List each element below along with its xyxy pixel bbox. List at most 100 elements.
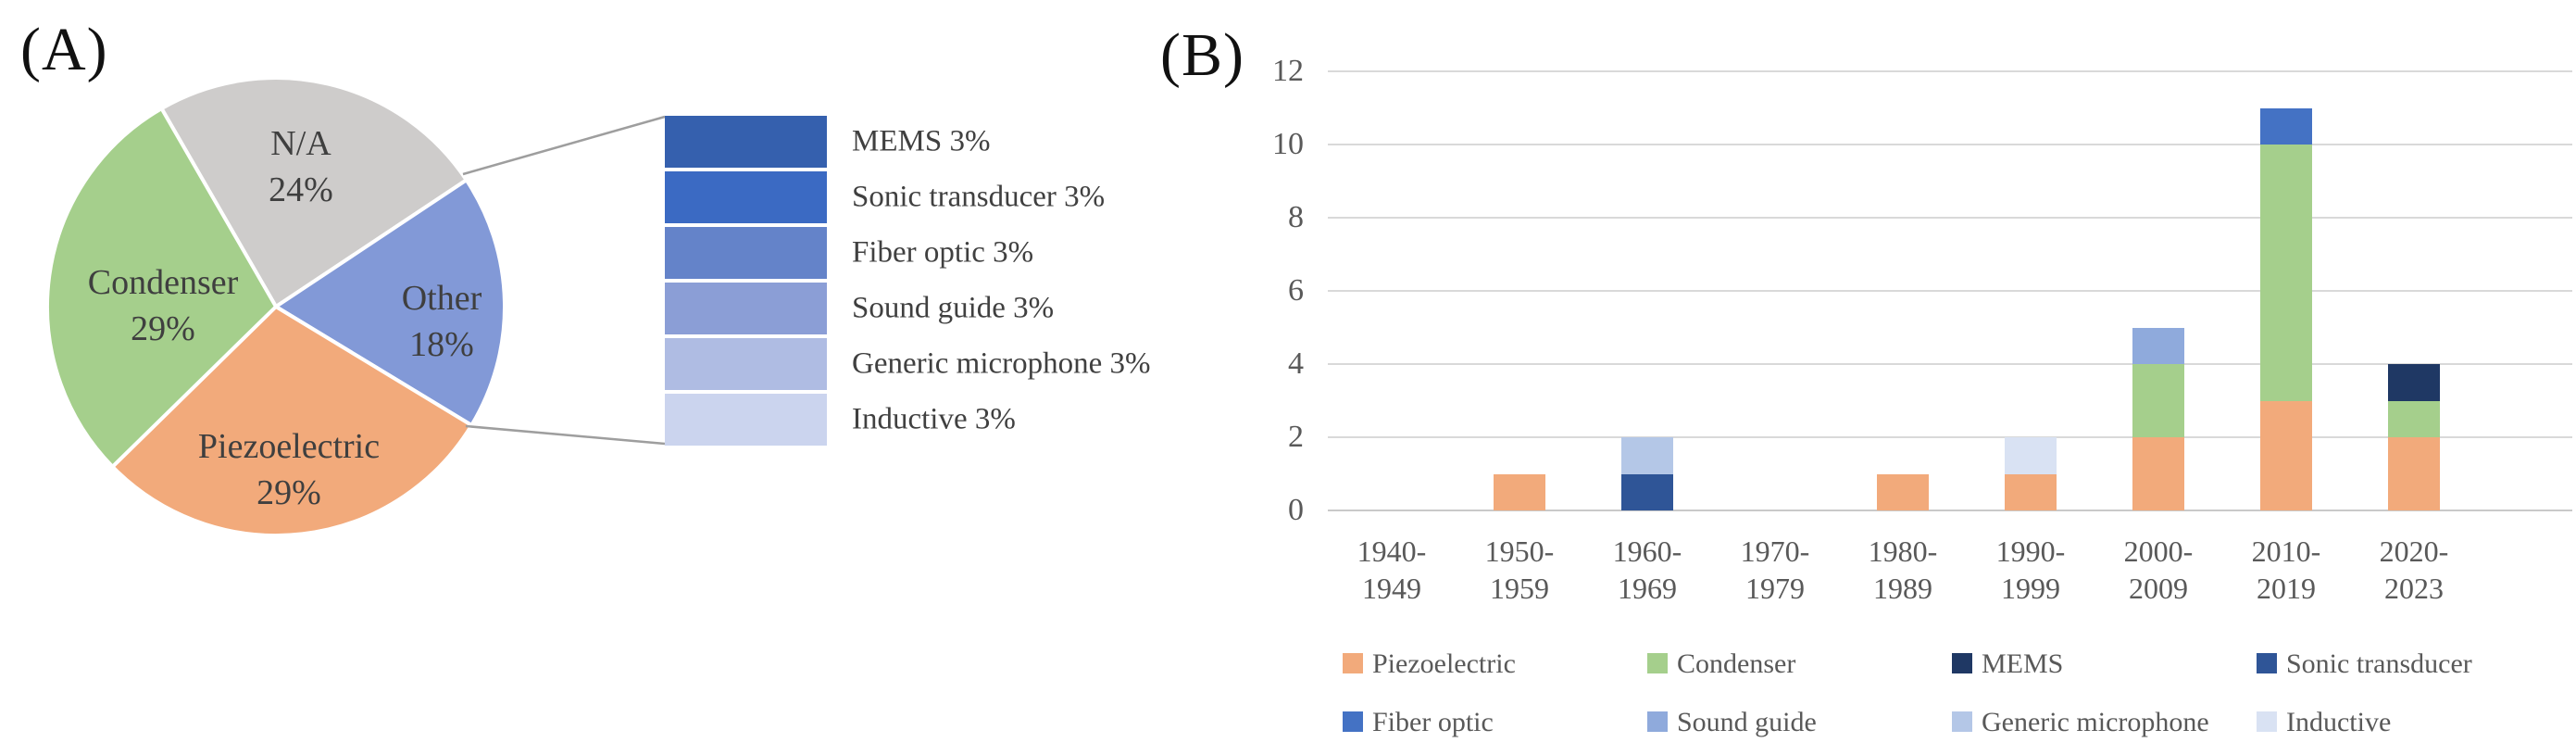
pie-label-piezoelectric-pct: 29% — [256, 473, 321, 512]
gridline-y10 — [1328, 144, 2572, 145]
x-category-line1: 2010- — [2251, 535, 2321, 568]
pie-label-piezoelectric: Piezoelectric 29% — [198, 423, 380, 516]
y-tick-label-6: 6 — [1288, 273, 1304, 308]
y-tick-label-2: 2 — [1288, 420, 1304, 454]
pie-label-na-name: N/A — [270, 124, 331, 163]
y-tick-label-8: 8 — [1288, 200, 1304, 234]
x-category-line1: 1990- — [1995, 535, 2066, 568]
legend-label-sound-guide: Sound guide — [1677, 707, 1817, 737]
bar-1980-1989-piezoelectric — [1877, 473, 1929, 510]
gridline-y8 — [1328, 217, 2572, 219]
gridline-y4 — [1328, 363, 2572, 365]
pie-label-condenser: Condenser 29% — [88, 259, 239, 352]
x-category-label-3: 1970- 1979 — [1701, 533, 1849, 607]
pie-slice-piezoelectric — [110, 305, 474, 538]
x-category-line2: 1989 — [1873, 572, 1932, 605]
x-category-label-8: 2020- 2023 — [2340, 533, 2488, 607]
gridline-y2 — [1328, 436, 2572, 438]
bar-1950-1959-piezoelectric — [1494, 473, 1545, 510]
pie-label-other-name: Other — [401, 279, 482, 318]
y-tick-label-10: 10 — [1272, 127, 1304, 161]
x-category-line2: 1979 — [1745, 572, 1805, 605]
x-category-label-7: 2010- 2019 — [2212, 533, 2360, 607]
x-category-label-6: 2000- 2009 — [2084, 533, 2232, 607]
bar-1990-1999-piezoelectric — [2005, 473, 2057, 510]
x-category-label-5: 1990- 1999 — [1957, 533, 2105, 607]
x-category-line1: 1960- — [1612, 535, 1682, 568]
pie-slice-other — [274, 178, 506, 427]
pie-label-condenser-pct: 29% — [131, 309, 195, 348]
x-category-line2: 1949 — [1362, 572, 1421, 605]
legend-swatch-inductive — [2257, 711, 2277, 732]
bar-1990-1999-inductive — [2005, 437, 2057, 474]
legend-label-mems: MEMS — [1982, 648, 2064, 679]
x-category-label-1: 1950- 1959 — [1445, 533, 1594, 607]
pie-label-other: Other 18% — [402, 275, 482, 368]
breakout-label-4: Sound guide 3% — [852, 291, 1055, 325]
breakout-label-5: Generic microphone 3% — [852, 346, 1151, 381]
panel-a-label: (A) — [20, 16, 108, 83]
x-category-line1: 1980- — [1868, 535, 1938, 568]
legend-label-fiber-optic: Fiber optic — [1372, 707, 1494, 737]
pie-slice-condenser — [45, 107, 278, 469]
x-category-label-2: 1960- 1969 — [1573, 533, 1721, 607]
bar-1960-1969-generic-microphone — [1621, 437, 1673, 474]
legend-label-inductive: Inductive — [2286, 707, 2392, 737]
legend-swatch-mems — [1952, 653, 1972, 673]
gridline-y12 — [1328, 70, 2572, 72]
gridline-y0 — [1328, 510, 2572, 511]
bar-2000-2009-condenser — [2132, 364, 2184, 437]
breakout-label-3: Fiber optic 3% — [852, 235, 1034, 270]
x-category-line1: 2000- — [2123, 535, 2194, 568]
legend-swatch-generic-microphone — [1952, 711, 1972, 732]
x-category-line1: 1950- — [1484, 535, 1555, 568]
bar-2000-2009-sound-guide — [2132, 327, 2184, 364]
bar-2010-2019-fiber-optic — [2260, 107, 2312, 145]
x-category-label-0: 1940- 1949 — [1318, 533, 1466, 607]
breakout-bar-5 — [665, 338, 827, 390]
bar-2020-2023-piezoelectric — [2388, 437, 2440, 510]
bar-2010-2019-piezoelectric — [2260, 400, 2312, 510]
panel-b-label: (B) — [1160, 21, 1244, 89]
x-category-line2: 1969 — [1618, 572, 1677, 605]
legend-label-sonic-transducer: Sonic transducer — [2286, 648, 2472, 679]
pie-label-na-pct: 24% — [269, 170, 333, 209]
breakout-bar-2 — [665, 171, 827, 223]
pie-label-na: N/A 24% — [269, 120, 333, 213]
breakout-bar-6 — [665, 394, 827, 446]
x-category-line2: 2019 — [2257, 572, 2316, 605]
x-category-line2: 2009 — [2129, 572, 2188, 605]
bar-2020-2023-condenser — [2388, 400, 2440, 437]
x-category-line1: 2020- — [2379, 535, 2449, 568]
breakout-label-1: MEMS 3% — [852, 124, 991, 158]
bar-2000-2009-piezoelectric — [2132, 437, 2184, 510]
bar-2010-2019-condenser — [2260, 145, 2312, 401]
bar-2020-2023-mems — [2388, 364, 2440, 401]
breakout-label-2: Sonic transducer 3% — [852, 180, 1106, 214]
x-category-label-4: 1980- 1989 — [1829, 533, 1977, 607]
legend-swatch-piezoelectric — [1343, 653, 1363, 673]
legend-label-condenser: Condenser — [1677, 648, 1796, 679]
legend-swatch-fiber-optic — [1343, 711, 1363, 732]
pie-label-piezoelectric-name: Piezoelectric — [197, 427, 381, 466]
pie-chart — [45, 76, 506, 538]
y-tick-label-0: 0 — [1288, 493, 1304, 527]
x-category-line1: 1940- — [1357, 535, 1427, 568]
pie-slice-n-a — [159, 76, 469, 308]
y-tick-label-4: 4 — [1288, 346, 1304, 381]
breakout-label-6: Inductive 3% — [852, 402, 1016, 436]
breakout-bar-1 — [665, 116, 827, 168]
breakout-bar-3 — [665, 227, 827, 279]
x-category-line2: 2023 — [2384, 572, 2444, 605]
y-tick-label-12: 12 — [1272, 54, 1304, 88]
pie-label-other-pct: 18% — [409, 325, 474, 364]
bar-1960-1969-sonic-transducer — [1621, 473, 1673, 510]
legend-label-generic-microphone: Generic microphone — [1982, 707, 2209, 737]
legend-swatch-condenser — [1647, 653, 1668, 673]
x-category-line2: 1959 — [1490, 572, 1549, 605]
x-category-line2: 1999 — [2001, 572, 2060, 605]
legend-label-piezoelectric: Piezoelectric — [1372, 648, 1516, 679]
x-category-line1: 1970- — [1740, 535, 1810, 568]
breakout-bar-4 — [665, 283, 827, 334]
